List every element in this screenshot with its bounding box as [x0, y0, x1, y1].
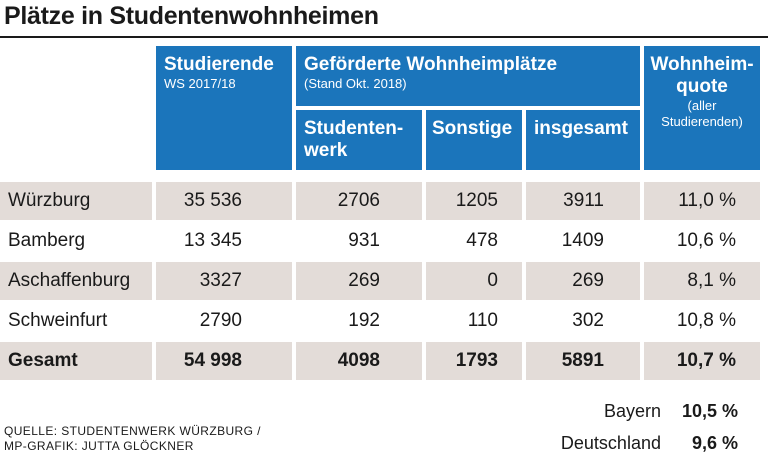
header-quote-line1: Wohnheim-	[650, 54, 754, 75]
header-quote-sub1: (aller	[687, 98, 717, 113]
source-line-1: QUELLE: STUDENTENWERK WÜRZBURG /	[4, 424, 261, 438]
cell-students: 3327	[156, 262, 292, 300]
header-insgesamt: insgesamt	[526, 110, 640, 170]
header-funded-sub: (Stand Okt. 2018)	[304, 76, 407, 91]
cell-students: 13 345	[183, 230, 242, 251]
cell-insgesamt: 5891	[526, 342, 640, 380]
cell-insgesamt: 1409	[561, 230, 604, 251]
cell-quote: 11,0 %	[644, 182, 760, 220]
source-line-2: MP-GRAFIK: JUTTA GLÖCKNER	[4, 439, 194, 453]
table-row-aschaffenburg: Aschaffenburg 3327 269 0 269 8,1 %	[0, 262, 768, 300]
cell-sonstige: 0	[426, 262, 522, 300]
cell-studentenwerk: 2706	[296, 182, 422, 220]
cell-students: 54 998	[156, 342, 292, 380]
header-insgesamt-label: insgesamt	[534, 118, 628, 139]
reference-bayern: Bayern 10,5 %	[604, 398, 738, 424]
cell-sonstige: 1205	[426, 182, 522, 220]
cell-sonstige: 110	[467, 310, 498, 331]
row-label: Aschaffenburg	[0, 262, 152, 300]
header-studentenwerk-line1: Studenten-	[304, 118, 404, 139]
cell-quote: 10,6 %	[676, 230, 736, 251]
header-students: Studierende WS 2017/18	[156, 46, 292, 170]
header-quote-line2: quote	[676, 76, 728, 97]
header-quote-sub2: Studierenden)	[661, 114, 743, 129]
cell-quote: 10,8 %	[676, 310, 736, 331]
cell-quote: 10,7 %	[644, 342, 760, 380]
header-studentenwerk-line2: werk	[304, 140, 348, 161]
cell-insgesamt: 269	[526, 262, 640, 300]
cell-studentenwerk: 192	[348, 310, 380, 331]
cell-studentenwerk: 931	[348, 230, 380, 251]
row-label: Gesamt	[0, 342, 152, 380]
cell-insgesamt: 3911	[526, 182, 640, 220]
reference-label: Bayern	[603, 401, 661, 421]
reference-value: 9,6 %	[691, 433, 738, 453]
cell-studentenwerk: 4098	[296, 342, 422, 380]
title-rule	[0, 36, 768, 38]
reference-value: 10,5 %	[681, 401, 738, 421]
header-funded: Geförderte Wohnheimplätze (Stand Okt. 20…	[296, 46, 640, 106]
cell-studentenwerk: 269	[296, 262, 422, 300]
cell-sonstige: 478	[466, 230, 498, 251]
reference-deutschland: Deutschland 9,6 %	[561, 430, 738, 456]
table-row-wuerzburg: Würzburg 35 536 2706 1205 3911 11,0 %	[0, 182, 768, 220]
row-label: Schweinfurt	[8, 310, 108, 331]
header-students-sub: WS 2017/18	[164, 76, 236, 91]
table-row-bamberg: Bamberg 13 345 931 478 1409 10,6 %	[0, 222, 768, 260]
row-label: Bamberg	[8, 230, 86, 251]
cell-students: 35 536	[156, 182, 292, 220]
header-studentenwerk: Studenten- werk	[296, 110, 422, 170]
table-row-schweinfurt: Schweinfurt 2790 192 110 302 10,8 %	[0, 302, 768, 340]
header-sonstige: Sonstige	[426, 110, 522, 170]
cell-students: 2790	[199, 310, 242, 331]
header-sonstige-label: Sonstige	[432, 118, 513, 139]
row-label: Würzburg	[0, 182, 152, 220]
chart-title: Plätze in Studentenwohnheimen	[4, 2, 379, 30]
source-credit: QUELLE: STUDENTENWERK WÜRZBURG / MP-GRAF…	[4, 424, 261, 454]
table-row-gesamt: Gesamt 54 998 4098 1793 5891 10,7 %	[0, 342, 768, 380]
cell-insgesamt: 302	[572, 310, 604, 331]
reference-label: Deutschland	[560, 433, 661, 453]
header-students-label: Studierende	[164, 54, 274, 75]
cell-quote: 8,1 %	[644, 262, 760, 300]
cell-sonstige: 1793	[426, 342, 522, 380]
header-quote: Wohnheim- quote (aller Studierenden)	[644, 46, 760, 170]
header-funded-label: Geförderte Wohnheimplätze	[304, 54, 558, 75]
